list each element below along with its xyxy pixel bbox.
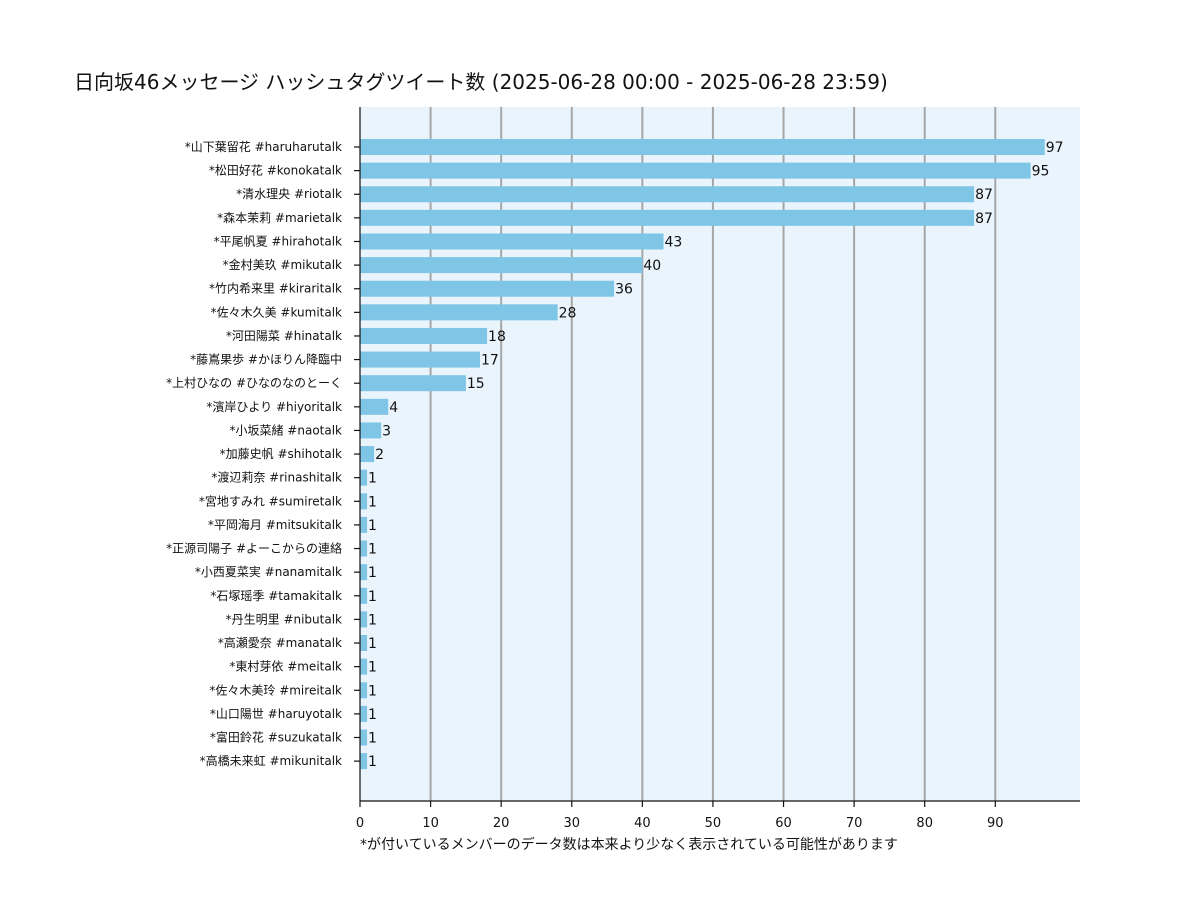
y-tick-label: *平岡海月 #mitsukitalk: [208, 517, 342, 532]
y-tick-label: *東村芽依 #meitalk: [229, 659, 342, 674]
y-tick-label: *金村美玖 #mikutalk: [223, 257, 342, 272]
y-tick-label: *河田陽菜 #hinatalk: [226, 329, 342, 343]
data-label: 1: [368, 494, 377, 510]
data-label: 43: [665, 234, 683, 250]
chart-footnote: *が付いているメンバーのデータ数は本来より少なく表示されている可能性があります: [360, 837, 898, 853]
bar: [360, 280, 615, 297]
bar: [360, 587, 368, 604]
y-tick-label: *石塚瑶季 #tamakitalk: [210, 589, 342, 603]
data-label: 2: [375, 447, 384, 463]
data-label: 15: [467, 376, 485, 392]
data-label: 3: [382, 423, 391, 439]
x-tick-label: 30: [563, 816, 580, 831]
y-tick-label: *丹生明里 #nibutalk: [226, 612, 342, 626]
bar: [360, 611, 368, 628]
x-tick-label: 10: [422, 816, 439, 831]
bar: [360, 351, 480, 368]
bar: [360, 682, 368, 699]
chart-title: 日向坂46メッセージ ハッシュタグツイート数 (2025-06-28 00:00…: [74, 70, 888, 94]
y-tick-label: *加藤史帆 #shihotalk: [220, 446, 342, 461]
x-tick-label: 0: [356, 816, 364, 831]
x-axis: 0 10 20 30 40 50 60 70 80 90: [356, 107, 1080, 831]
bar: [360, 162, 1031, 179]
y-tick-label: *山下葉留花 #haruharutalk: [185, 139, 342, 154]
bar: [360, 398, 389, 415]
bars: [360, 139, 1045, 770]
data-label: 1: [368, 612, 377, 628]
bar: [360, 635, 368, 652]
y-tick-label: *小坂菜緒 #naotalk: [229, 422, 342, 437]
data-label: 1: [368, 660, 377, 676]
bar: [360, 327, 488, 344]
y-tick-label: *竹内希来里 #kiraritalk: [209, 281, 342, 296]
y-tick-label: *高橋未来虹 #mikunitalk: [200, 753, 342, 768]
y-tick-label: *宮地すみれ #sumiretalk: [199, 493, 342, 508]
y-tick-label: *清水理央 #riotalk: [236, 187, 342, 201]
data-label: 95: [1032, 164, 1050, 180]
data-label: 4: [389, 400, 398, 416]
bar: [360, 375, 466, 392]
bar: [360, 139, 1045, 155]
data-label: 1: [368, 542, 377, 558]
bar: [360, 729, 368, 746]
data-label: 1: [368, 636, 377, 652]
bar: [360, 233, 664, 250]
bar: [360, 540, 368, 557]
bar: [360, 658, 368, 675]
y-tick-label: *渡辺莉奈 #rinashitalk: [211, 470, 342, 485]
data-label: 1: [368, 565, 377, 581]
bar: [360, 422, 382, 439]
data-label: 1: [368, 683, 377, 699]
data-label: 1: [368, 731, 377, 747]
bar: [360, 493, 368, 510]
y-tick-label: *正源司陽子 #よーこからの連絡: [166, 541, 342, 556]
y-tick-label: *小西夏菜実 #nanamitalk: [195, 564, 342, 579]
data-label: 17: [481, 353, 499, 369]
data-label: 1: [368, 707, 377, 723]
y-tick-label: *高瀬愛奈 #manatalk: [218, 635, 342, 650]
y-tick-label: *平尾帆夏 #hirahotalk: [214, 233, 342, 248]
data-label: 1: [368, 589, 377, 605]
bar: [360, 304, 558, 321]
y-tick-label: *藤嶌果歩 #かほりん降臨中: [190, 352, 342, 367]
x-tick-label: 60: [775, 816, 792, 831]
bar: [360, 564, 368, 581]
data-label: 28: [559, 305, 577, 321]
bar: [360, 257, 643, 274]
data-label: 87: [975, 211, 993, 227]
data-label: 87: [975, 187, 993, 203]
y-tick-label: *富田鈴花 #suzukatalk: [210, 730, 342, 745]
y-tick-label: *松田好花 #konokatalk: [209, 163, 342, 178]
y-tick-label: *上村ひなの #ひなのなのとーく: [166, 376, 342, 390]
bar: [360, 705, 368, 722]
bar: [360, 209, 975, 226]
y-tick-label: *濱岸ひより #hiyoritalk: [206, 400, 342, 414]
y-tick-label: *森本茉莉 #marietalk: [217, 210, 342, 225]
data-label: 1: [368, 518, 377, 534]
data-label: 1: [368, 471, 377, 487]
x-tick-label: 80: [916, 816, 933, 831]
y-tick-label: *佐々木久美 #kumitalk: [211, 305, 342, 319]
data-label: 1: [368, 754, 377, 770]
x-tick-label: 20: [493, 816, 510, 831]
data-label: 36: [615, 282, 633, 298]
x-tick-label: 70: [846, 816, 863, 831]
data-label: 18: [488, 329, 506, 345]
y-tick-label: *佐々木美玲 #mireitalk: [209, 683, 342, 697]
x-tick-label: 40: [634, 816, 651, 831]
data-label: 97: [1046, 140, 1064, 156]
bar: [360, 446, 375, 463]
data-label: 40: [643, 258, 661, 274]
y-axis-labels: *山下葉留花 #haruharutalk *松田好花 #konokatalk *清水…: [166, 139, 360, 768]
bar: [360, 753, 368, 770]
x-tick-label: 50: [705, 816, 722, 831]
bar: [360, 469, 368, 486]
bar: [360, 186, 975, 203]
bar: [360, 516, 368, 533]
y-tick-label: *山口陽世 #haruyotalk: [210, 707, 342, 721]
x-tick-label: 90: [987, 816, 1004, 831]
